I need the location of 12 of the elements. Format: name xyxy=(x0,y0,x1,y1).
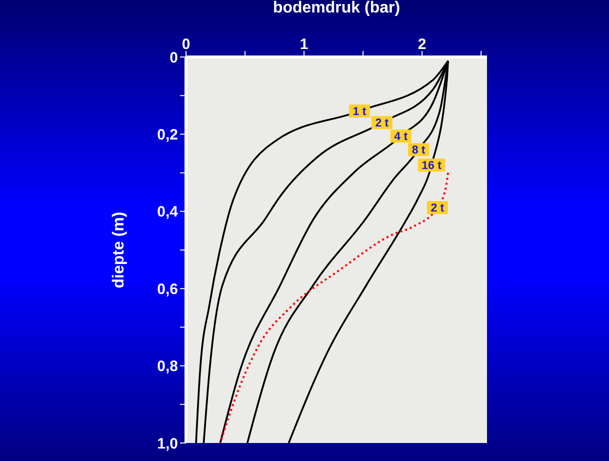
y-tick-label: 0 xyxy=(170,49,178,66)
line-series xyxy=(219,172,450,443)
y-tick-label: 0,2 xyxy=(157,126,178,144)
x-axis-title: bodemdruk (bar) xyxy=(272,0,400,16)
y-axis-title: diepte (m) xyxy=(110,212,128,288)
x-tick-label: 2 xyxy=(418,36,426,53)
x-tick-label: 0 xyxy=(182,36,190,53)
y-tick-label: 1,0 xyxy=(157,435,178,452)
y-tick-label: 0,8 xyxy=(157,358,178,376)
y-tick-label: 0,6 xyxy=(157,280,178,298)
y-tick-label: 0,4 xyxy=(157,204,179,221)
x-tick-label: 1 xyxy=(300,36,308,53)
